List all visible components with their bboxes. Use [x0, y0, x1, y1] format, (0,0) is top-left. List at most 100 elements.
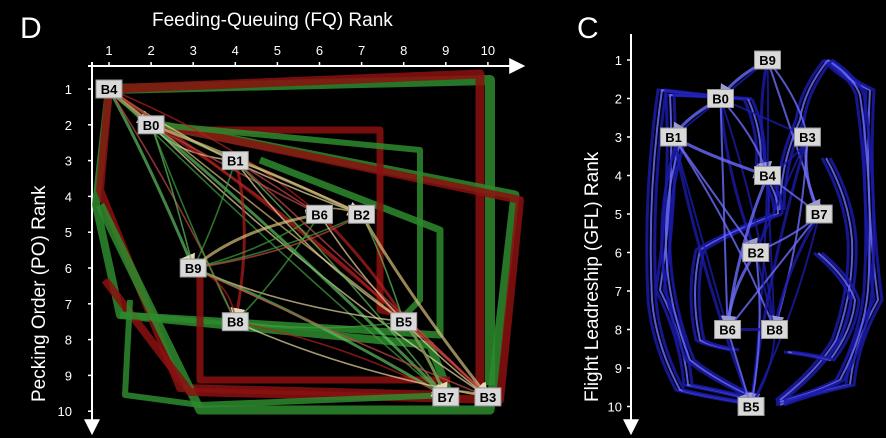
band-edge	[775, 58, 868, 404]
edge	[719, 98, 733, 331]
band-edge	[791, 251, 861, 362]
x-tick-label: 7	[358, 43, 365, 58]
node-label: B8	[766, 323, 783, 338]
edge	[235, 320, 447, 398]
band-edge	[783, 58, 876, 404]
node-box	[707, 89, 734, 108]
panel-d-edges	[92, 69, 524, 415]
edge	[360, 213, 490, 399]
node-box	[737, 397, 765, 416]
node-box	[432, 387, 460, 407]
y-tick-label: 1	[65, 82, 72, 97]
node-b0: B0	[707, 89, 734, 108]
edge	[108, 88, 321, 215]
band-edge	[779, 157, 854, 401]
node-box	[754, 166, 781, 185]
y-tick-label: 4	[65, 189, 72, 204]
node-box	[660, 127, 687, 147]
edge	[750, 213, 821, 408]
y-tick-label: 9	[615, 361, 622, 376]
node-b4: B4	[95, 79, 123, 99]
node-b8: B8	[221, 312, 249, 332]
node-box	[754, 50, 781, 70]
y-tick-label: 7	[65, 297, 72, 312]
edge	[150, 123, 363, 216]
band-edge	[779, 59, 829, 211]
y-tick-label: 8	[65, 333, 72, 348]
edge	[234, 160, 405, 323]
node-box	[742, 243, 770, 262]
node-label: B6	[311, 207, 328, 222]
y-tick-label: 9	[65, 368, 72, 383]
node-b1: B1	[660, 127, 687, 147]
node-b6: B6	[306, 204, 333, 224]
y-tick-label: 4	[615, 169, 622, 184]
panel-c-edges	[645, 58, 884, 408]
edge	[150, 123, 447, 398]
node-b8: B8	[761, 320, 789, 339]
band-edge	[119, 156, 444, 339]
band-edge	[108, 69, 485, 390]
x-tick-label: 6	[316, 43, 323, 58]
edge	[804, 136, 821, 216]
panel-c: C Flight Leadreship (GFL) Rank 1 2 3 4 5 6 7 8 9…	[577, 12, 884, 436]
panel-c-nodes: B9 B0 B1 B3 B4 B7 B2 B6 B8 B5	[660, 50, 833, 416]
node-b3: B3	[474, 387, 502, 407]
node-box	[306, 204, 333, 224]
panel-d-x-ticks: 1 2 3 4 5 6 7 8 9 10	[105, 43, 495, 66]
node-box	[179, 258, 207, 278]
edge	[672, 136, 730, 331]
node-b9: B9	[754, 50, 781, 70]
node-label: B9	[185, 261, 202, 276]
node-box	[761, 320, 789, 339]
panel-d-letter: D	[20, 12, 42, 45]
node-box	[474, 387, 502, 407]
node-label: B3	[799, 130, 816, 145]
edge	[672, 136, 757, 254]
y-tick-label: 6	[65, 261, 72, 276]
node-box	[793, 127, 821, 147]
node-b5: B5	[737, 397, 765, 416]
node-b0: B0	[137, 115, 165, 135]
node-label: B5	[743, 400, 760, 415]
x-tick-label: 8	[400, 43, 407, 58]
node-b6: B6	[714, 320, 742, 339]
edge	[192, 266, 448, 399]
x-tick-label: 1	[105, 43, 112, 58]
node-label: B6	[719, 323, 736, 338]
node-label: B5	[395, 315, 412, 330]
node-label: B4	[101, 82, 118, 97]
y-tick-label: 10	[608, 400, 622, 415]
node-label: B7	[811, 207, 828, 222]
panel-c-y-ticks: 1 2 3 4 5 6 7 8 9 10	[608, 53, 631, 415]
band-edge	[159, 122, 423, 318]
edge	[192, 213, 363, 271]
band-edge	[122, 299, 451, 408]
node-label: B3	[480, 390, 497, 405]
node-box	[714, 320, 742, 339]
edge	[107, 88, 195, 270]
y-tick-label: 10	[58, 404, 72, 419]
edge	[318, 213, 489, 398]
edge	[672, 136, 754, 408]
edge	[234, 160, 447, 398]
band-edge	[660, 136, 757, 402]
edge	[726, 213, 820, 331]
edge	[192, 267, 489, 398]
node-box	[805, 204, 833, 224]
node-b2: B2	[742, 243, 770, 262]
node-b4: B4	[754, 166, 781, 185]
node-label: B9	[759, 53, 776, 68]
edge	[672, 136, 776, 331]
band-edge	[689, 212, 775, 352]
node-b2: B2	[348, 204, 376, 224]
y-tick-label: 7	[615, 284, 622, 299]
edge	[150, 124, 237, 323]
node-label: B2	[353, 207, 370, 222]
node-label: B1	[227, 154, 244, 169]
band-edge	[783, 59, 884, 407]
node-box	[221, 312, 249, 332]
edge	[719, 98, 758, 254]
panel-d: D Feeding-Queuing (FQ) Rank Pecking Orde…	[20, 10, 526, 436]
x-tick-label: 5	[274, 43, 281, 58]
